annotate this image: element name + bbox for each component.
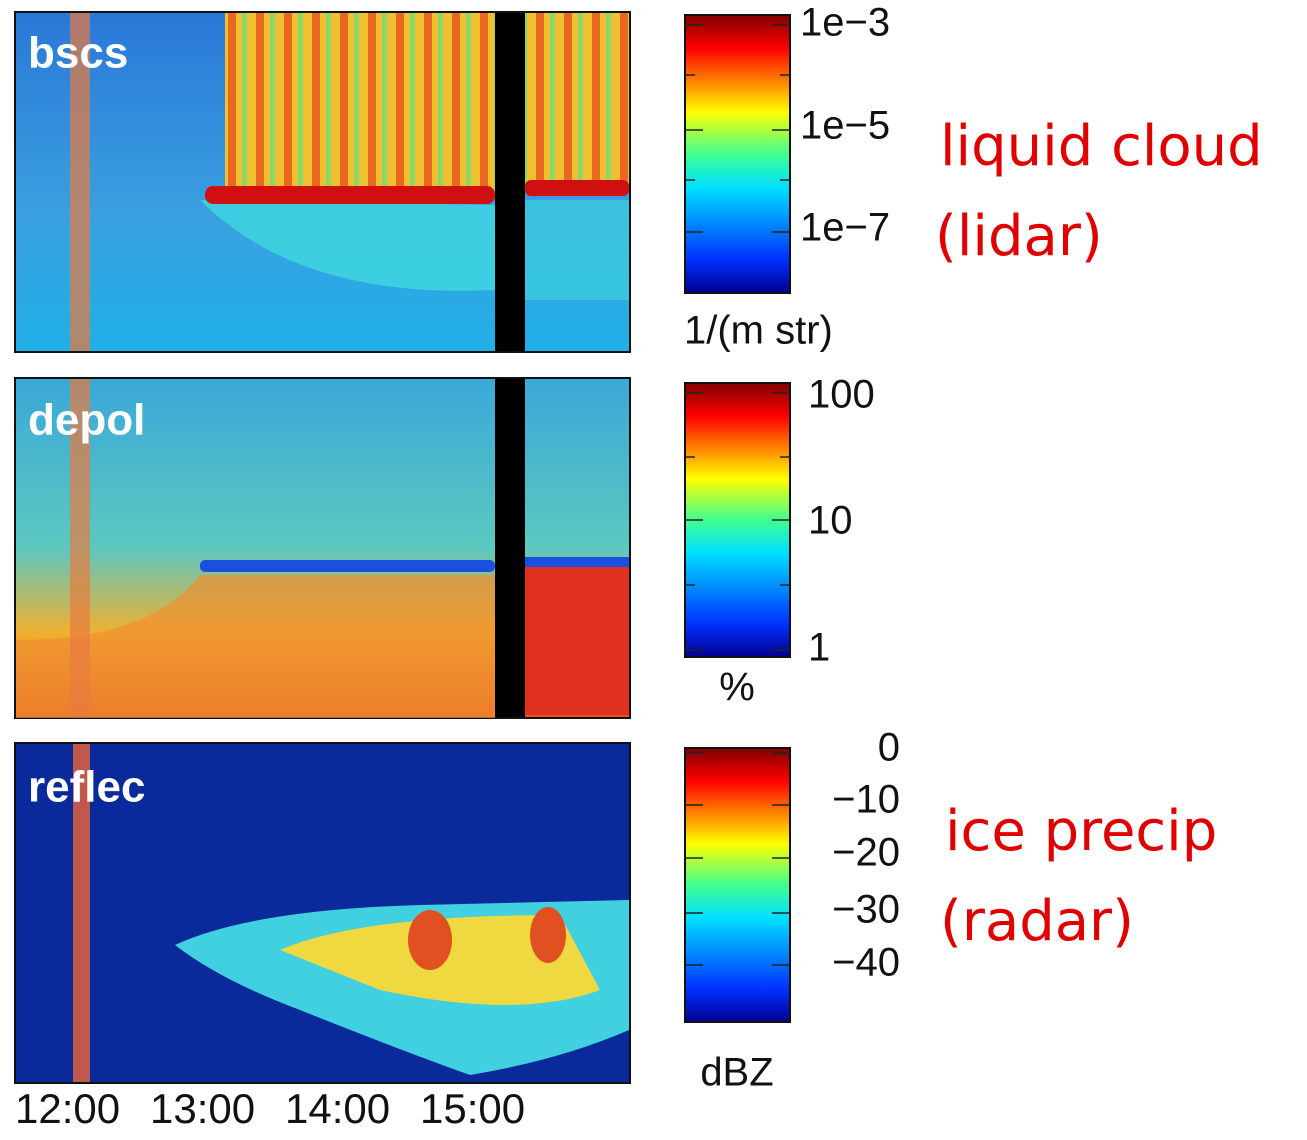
x-tick-label: 15:00 <box>420 1085 525 1132</box>
colorbar-unit: 1/(m str) <box>684 309 833 353</box>
colorbar-tick: −20 <box>832 831 900 875</box>
panel-reflec: reflec <box>14 742 631 1084</box>
colorbar-tick: −40 <box>832 941 900 985</box>
x-tick-label: 12:00 <box>15 1085 120 1132</box>
colorbar-tick: 100 <box>808 373 875 417</box>
colorbar-unit: dBZ <box>700 1051 773 1095</box>
colorbar-tick: 1e−5 <box>800 104 890 148</box>
colorbar-tick: −10 <box>832 778 900 822</box>
annotation: (radar) <box>940 889 1134 954</box>
annotation: liquid cloud <box>940 114 1263 179</box>
colorbar-tick: 0 <box>878 726 900 770</box>
panel-depol: depol <box>14 377 631 719</box>
x-tick-label: 13:00 <box>150 1085 255 1132</box>
panel-label: depol <box>28 396 145 445</box>
colorbar-tick: 1e−3 <box>800 1 890 45</box>
panel-label: bscs <box>28 29 128 78</box>
annotation: ice precip <box>945 799 1217 864</box>
colorbar-unit: % <box>719 666 755 710</box>
colorbar-tick: 10 <box>808 499 853 543</box>
colorbar-tick: 1e−7 <box>800 206 890 250</box>
x-tick-label: 14:00 <box>285 1085 390 1132</box>
panel-bscs: bscs <box>14 11 631 353</box>
panel-label: reflec <box>28 763 145 812</box>
annotation: (lidar) <box>935 204 1103 269</box>
colorbar-tick: 1 <box>808 626 830 670</box>
colorbar-tick: −30 <box>832 888 900 932</box>
colorbars <box>684 14 791 1023</box>
